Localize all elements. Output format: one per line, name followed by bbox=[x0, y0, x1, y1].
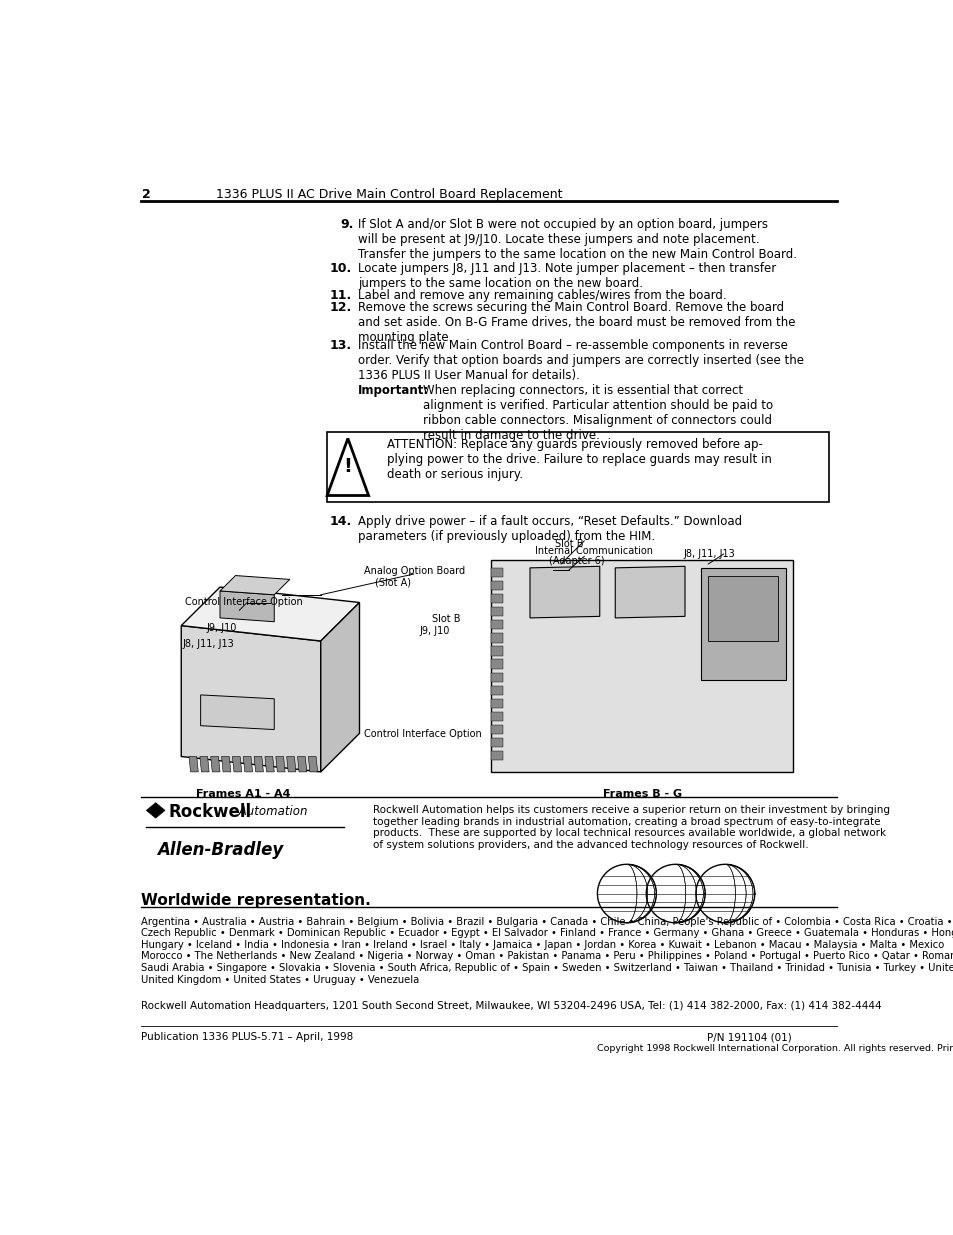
Text: (Slot A): (Slot A) bbox=[375, 577, 411, 587]
Text: 10.: 10. bbox=[330, 262, 352, 275]
Text: 1336 PLUS II AC Drive Main Control Board Replacement: 1336 PLUS II AC Drive Main Control Board… bbox=[216, 188, 562, 201]
Polygon shape bbox=[491, 620, 502, 630]
Text: Publication 1336 PLUS-5.71 – April, 1998: Publication 1336 PLUS-5.71 – April, 1998 bbox=[141, 1032, 353, 1042]
Polygon shape bbox=[189, 757, 198, 772]
Text: J8, J11, J13: J8, J11, J13 bbox=[183, 640, 234, 650]
Text: J9, J10: J9, J10 bbox=[206, 624, 236, 634]
Text: Locate jumpers J8, J11 and J13. Note jumper placement – then transfer
jumpers to: Locate jumpers J8, J11 and J13. Note jum… bbox=[357, 262, 776, 290]
Polygon shape bbox=[491, 725, 502, 734]
Text: Install the new Main Control Board – re-assemble components in reverse
order. Ve: Install the new Main Control Board – re-… bbox=[357, 340, 803, 382]
Text: Label and remove any remaining cables/wires from the board.: Label and remove any remaining cables/wi… bbox=[357, 289, 726, 303]
Polygon shape bbox=[491, 646, 502, 656]
Text: ATTENTION: Replace any guards previously removed before ap-
plying power to the : ATTENTION: Replace any guards previously… bbox=[386, 437, 771, 480]
Polygon shape bbox=[243, 757, 253, 772]
Polygon shape bbox=[221, 757, 231, 772]
Polygon shape bbox=[286, 757, 295, 772]
Text: Copyright 1998 Rockwell International Corporation. All rights reserved. Printed : Copyright 1998 Rockwell International Co… bbox=[597, 1044, 953, 1052]
Polygon shape bbox=[707, 576, 778, 641]
Text: Remove the screws securing the Main Control Board. Remove the board
and set asid: Remove the screws securing the Main Cont… bbox=[357, 300, 795, 343]
Polygon shape bbox=[491, 561, 793, 772]
Text: Important:: Important: bbox=[357, 384, 429, 396]
Polygon shape bbox=[491, 659, 502, 668]
Polygon shape bbox=[200, 695, 274, 730]
Polygon shape bbox=[233, 757, 241, 772]
Polygon shape bbox=[146, 803, 165, 818]
Polygon shape bbox=[491, 739, 502, 747]
Polygon shape bbox=[615, 567, 684, 618]
Polygon shape bbox=[220, 576, 290, 595]
Polygon shape bbox=[491, 608, 502, 616]
Polygon shape bbox=[491, 685, 502, 695]
Polygon shape bbox=[491, 751, 502, 761]
Polygon shape bbox=[181, 626, 320, 772]
Text: J9, J10: J9, J10 bbox=[419, 626, 450, 636]
Text: Frames A1 - A4: Frames A1 - A4 bbox=[195, 789, 291, 799]
Text: 12.: 12. bbox=[330, 300, 352, 314]
Polygon shape bbox=[491, 568, 502, 577]
Polygon shape bbox=[530, 567, 599, 618]
Text: Apply drive power – if a fault occurs, “Reset Defaults.” Download
parameters (if: Apply drive power – if a fault occurs, “… bbox=[357, 515, 741, 542]
Text: Control Interface Option: Control Interface Option bbox=[185, 597, 302, 608]
Text: 14.: 14. bbox=[330, 515, 352, 527]
Text: Internal Communication: Internal Communication bbox=[534, 546, 652, 556]
Polygon shape bbox=[491, 634, 502, 642]
Text: (Adapter 6): (Adapter 6) bbox=[549, 556, 604, 567]
Text: 13.: 13. bbox=[330, 340, 352, 352]
Polygon shape bbox=[491, 673, 502, 682]
Polygon shape bbox=[181, 587, 359, 641]
Polygon shape bbox=[275, 757, 285, 772]
Polygon shape bbox=[491, 580, 502, 590]
Text: Worldwide representation.: Worldwide representation. bbox=[141, 893, 371, 908]
Polygon shape bbox=[199, 757, 209, 772]
Polygon shape bbox=[220, 592, 274, 621]
Polygon shape bbox=[491, 699, 502, 708]
Text: Analog Option Board: Analog Option Board bbox=[364, 567, 465, 577]
Text: Allen-Bradley: Allen-Bradley bbox=[156, 841, 283, 860]
Text: 9.: 9. bbox=[340, 217, 354, 231]
Polygon shape bbox=[491, 711, 502, 721]
Text: 2: 2 bbox=[142, 188, 152, 201]
Text: Automation: Automation bbox=[235, 805, 308, 819]
Text: Rockwell Automation Headquarters, 1201 South Second Street, Milwaukee, WI 53204-: Rockwell Automation Headquarters, 1201 S… bbox=[141, 1002, 881, 1011]
Text: J8, J11, J13: J8, J11, J13 bbox=[682, 550, 735, 559]
Polygon shape bbox=[253, 757, 263, 772]
Text: Slot B: Slot B bbox=[432, 614, 460, 624]
Text: When replacing connectors, it is essential that correct
alignment is verified. P: When replacing connectors, it is essenti… bbox=[422, 384, 772, 442]
Polygon shape bbox=[211, 757, 220, 772]
Text: If Slot A and/or Slot B were not occupied by an option board, jumpers
will be pr: If Slot A and/or Slot B were not occupie… bbox=[357, 217, 796, 261]
Text: Rockwell Automation helps its customers receive a superior return on their inves: Rockwell Automation helps its customers … bbox=[373, 805, 889, 850]
Text: Rockwell: Rockwell bbox=[168, 803, 251, 821]
Text: P/N 191104 (01): P/N 191104 (01) bbox=[706, 1032, 791, 1042]
Text: Argentina • Australia • Austria • Bahrain • Belgium • Bolivia • Brazil • Bulgari: Argentina • Australia • Austria • Bahrai… bbox=[141, 916, 953, 984]
Polygon shape bbox=[491, 594, 502, 603]
Text: 11.: 11. bbox=[330, 289, 352, 303]
Polygon shape bbox=[320, 603, 359, 772]
Polygon shape bbox=[700, 568, 785, 679]
Text: !: ! bbox=[343, 457, 352, 477]
Polygon shape bbox=[308, 757, 317, 772]
Polygon shape bbox=[297, 757, 307, 772]
Text: Control Interface Option: Control Interface Option bbox=[364, 729, 481, 739]
Polygon shape bbox=[265, 757, 274, 772]
Bar bbox=[327, 431, 828, 503]
Text: Slot B: Slot B bbox=[555, 540, 582, 550]
Text: Frames B - G: Frames B - G bbox=[602, 789, 681, 799]
